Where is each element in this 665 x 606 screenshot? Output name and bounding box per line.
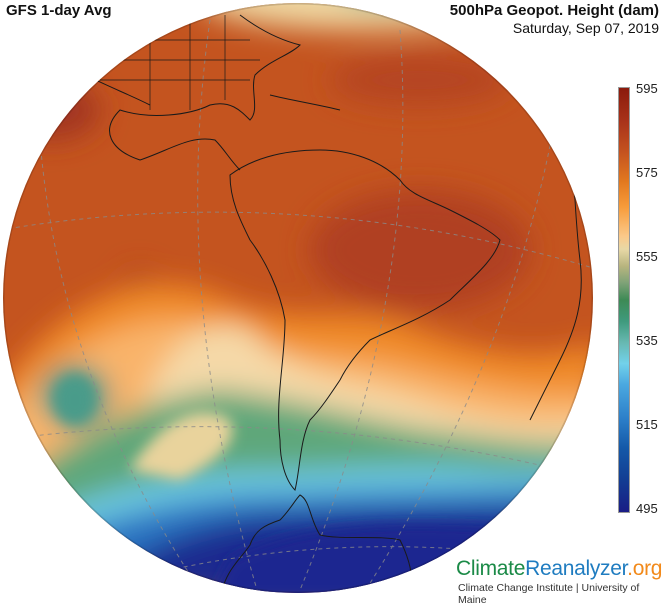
colorbar-tick-575: 575: [636, 165, 658, 180]
variable-title: 500hPa Geopot. Height (dam): [449, 2, 659, 19]
logo-subtitle: Climate Change Institute | University of…: [458, 582, 640, 606]
date-label: Saturday, Sep 07, 2019: [512, 20, 659, 36]
colorbar: [618, 87, 630, 513]
colorbar-tick-495: 495: [636, 501, 658, 516]
climatereanalyzer-logo[interactable]: ClimateReanalyzer.org: [456, 557, 662, 581]
logo-part-climate: Climate: [456, 557, 526, 580]
logo-part-org: .org: [627, 557, 663, 580]
logo-part-reanalyzer: Reanalyzer: [525, 557, 628, 580]
globe-map: [3, 3, 593, 593]
colorbar-tick-515: 515: [636, 417, 658, 432]
colorbar-tick-555: 555: [636, 249, 658, 264]
model-title: GFS 1-day Avg: [6, 2, 112, 19]
colorbar-tick-595: 595: [636, 81, 658, 96]
variable-header: 500hPa Geopot. Height (dam) Saturday, Se…: [450, 2, 659, 37]
colorbar-tick-535: 535: [636, 333, 658, 348]
